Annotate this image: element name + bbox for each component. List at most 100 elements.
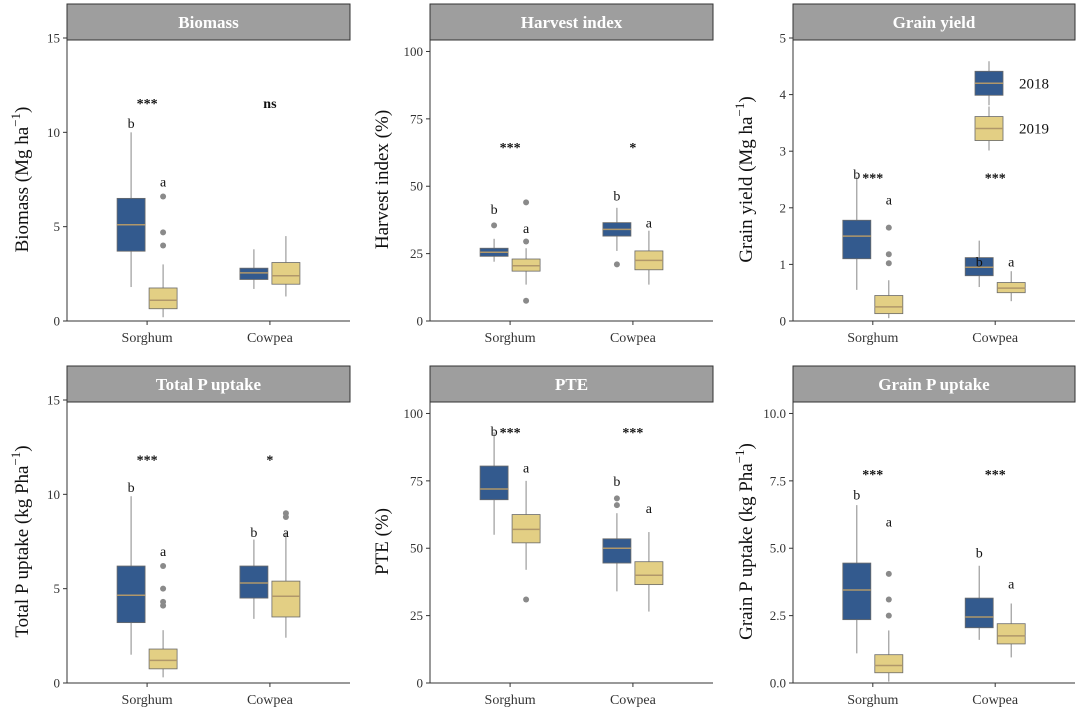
group-letter: b <box>491 425 498 440</box>
box-body <box>602 538 632 564</box>
box-2018-cowpea <box>602 495 632 592</box>
panel-grain-yield: Grain yield 0 1 2 3 4 5 Sorghum Cowpea Grain yiel… <box>732 3 1076 346</box>
box-body <box>148 287 178 310</box>
box-2019-cowpea <box>634 230 664 285</box>
panel-strip: Harvest index <box>429 3 714 41</box>
y-tick-label: 0 <box>54 676 61 691</box>
x-tick-label: Sorghum <box>122 331 173 346</box>
y-tick-label: 75 <box>410 111 423 126</box>
box-2018-cowpea <box>602 207 632 268</box>
group-letter: a <box>886 193 893 208</box>
box-2018-cowpea <box>239 249 269 289</box>
y-tick-label: 0 <box>417 314 424 329</box>
outlier-point <box>613 502 620 509</box>
y-tick-label: 3 <box>780 144 787 159</box>
y-tick-label: 15 <box>47 31 60 46</box>
outlier-point <box>160 229 167 236</box>
group-letter: a <box>1008 577 1015 592</box>
y-axis-title: Grain yield (Mg ha−1) <box>732 96 757 262</box>
box-2018-sorghum <box>479 432 509 535</box>
outlier-point <box>885 224 892 231</box>
group-letter: b <box>613 475 620 490</box>
strip-background <box>792 3 1076 41</box>
y-tick-label: 50 <box>410 541 423 556</box>
y-tick-label: 2.5 <box>770 608 786 623</box>
box-2019-cowpea <box>996 603 1026 658</box>
x-tick-label: Sorghum <box>847 331 898 346</box>
legend: 2018 2019 <box>974 61 1049 151</box>
x-tick-label: Cowpea <box>972 331 1019 346</box>
x-tick-label: Sorghum <box>485 331 536 346</box>
significance-label: ns <box>263 97 277 112</box>
group-letter: b <box>976 256 983 271</box>
box-body <box>964 597 994 629</box>
outlier-point <box>282 510 289 517</box>
y-tick-label: 10 <box>47 125 60 140</box>
y-tick-label: 2 <box>780 200 787 215</box>
outlier-point <box>885 251 892 258</box>
box-2019-cowpea <box>634 532 664 612</box>
y-tick-label: 25 <box>410 246 423 261</box>
strip-background <box>66 3 351 41</box>
group-letter: b <box>853 168 860 183</box>
outlier-point <box>613 495 620 502</box>
outlier-point <box>491 222 498 229</box>
group-letter: a <box>283 526 290 541</box>
x-tick-label: Cowpea <box>247 693 294 708</box>
box-body <box>996 623 1026 645</box>
outlier-point <box>160 242 167 249</box>
panel-title: Grain yield <box>893 13 976 32</box>
group-letter: a <box>646 217 653 232</box>
x-tick-label: Cowpea <box>972 693 1019 708</box>
group-letter: a <box>523 461 530 476</box>
panel-total-p-uptake: Total P uptake 0 5 10 15 Sorghum Cowpea Total P… <box>8 365 351 708</box>
significance-label: *** <box>985 468 1006 483</box>
group-letter: b <box>250 526 257 541</box>
outlier-point <box>885 570 892 577</box>
group-letter: b <box>976 546 983 561</box>
box-2018-sorghum <box>842 505 872 654</box>
significance-label: *** <box>500 426 521 441</box>
significance-label: *** <box>500 141 521 156</box>
significance-label: *** <box>622 426 643 441</box>
group-letter: b <box>128 117 135 132</box>
y-tick-label: 25 <box>410 608 423 623</box>
y-tick-label: 100 <box>404 44 424 59</box>
significance-label: *** <box>137 97 158 112</box>
outlier-point <box>160 598 167 605</box>
outlier-point <box>885 612 892 619</box>
outlier-point <box>523 297 530 304</box>
box-2019-cowpea <box>271 236 301 297</box>
box-body <box>634 561 664 586</box>
y-tick-label: 75 <box>410 473 423 488</box>
box-2018-cowpea <box>239 539 269 619</box>
box-body <box>874 654 904 674</box>
significance-label: *** <box>862 172 883 187</box>
outlier-point <box>523 238 530 245</box>
x-tick-label: Sorghum <box>485 693 536 708</box>
group-letter: a <box>1008 256 1015 271</box>
box-body <box>239 267 269 280</box>
y-tick-label: 0 <box>417 676 424 691</box>
box-2018-sorghum <box>116 132 146 288</box>
y-tick-label: 10.0 <box>763 406 786 421</box>
y-axis-title: Grain P uptake (kg Pha−1) <box>732 443 757 640</box>
box-body <box>271 580 301 618</box>
significance-label: * <box>266 453 273 468</box>
y-tick-label: 15 <box>47 393 60 408</box>
panel-title: Harvest index <box>521 13 623 32</box>
box-2019-sorghum <box>511 199 541 304</box>
panel-grain-p-uptake: Grain P uptake 0.0 2.5 5.0 7.5 10.0 Sorghum Cow… <box>732 365 1076 708</box>
x-tick-label: Sorghum <box>847 693 898 708</box>
outlier-point <box>160 563 167 570</box>
box-2019-sorghum <box>148 563 178 678</box>
y-tick-label: 5 <box>54 581 61 596</box>
outlier-point <box>160 585 167 592</box>
y-tick-label: 100 <box>404 406 424 421</box>
box-2019-sorghum <box>148 193 178 318</box>
y-tick-label: 0 <box>780 314 787 329</box>
outlier-point <box>523 596 530 603</box>
legend-label: 2019 <box>1019 122 1049 138</box>
group-letter: b <box>128 481 135 496</box>
box-body <box>116 565 146 624</box>
